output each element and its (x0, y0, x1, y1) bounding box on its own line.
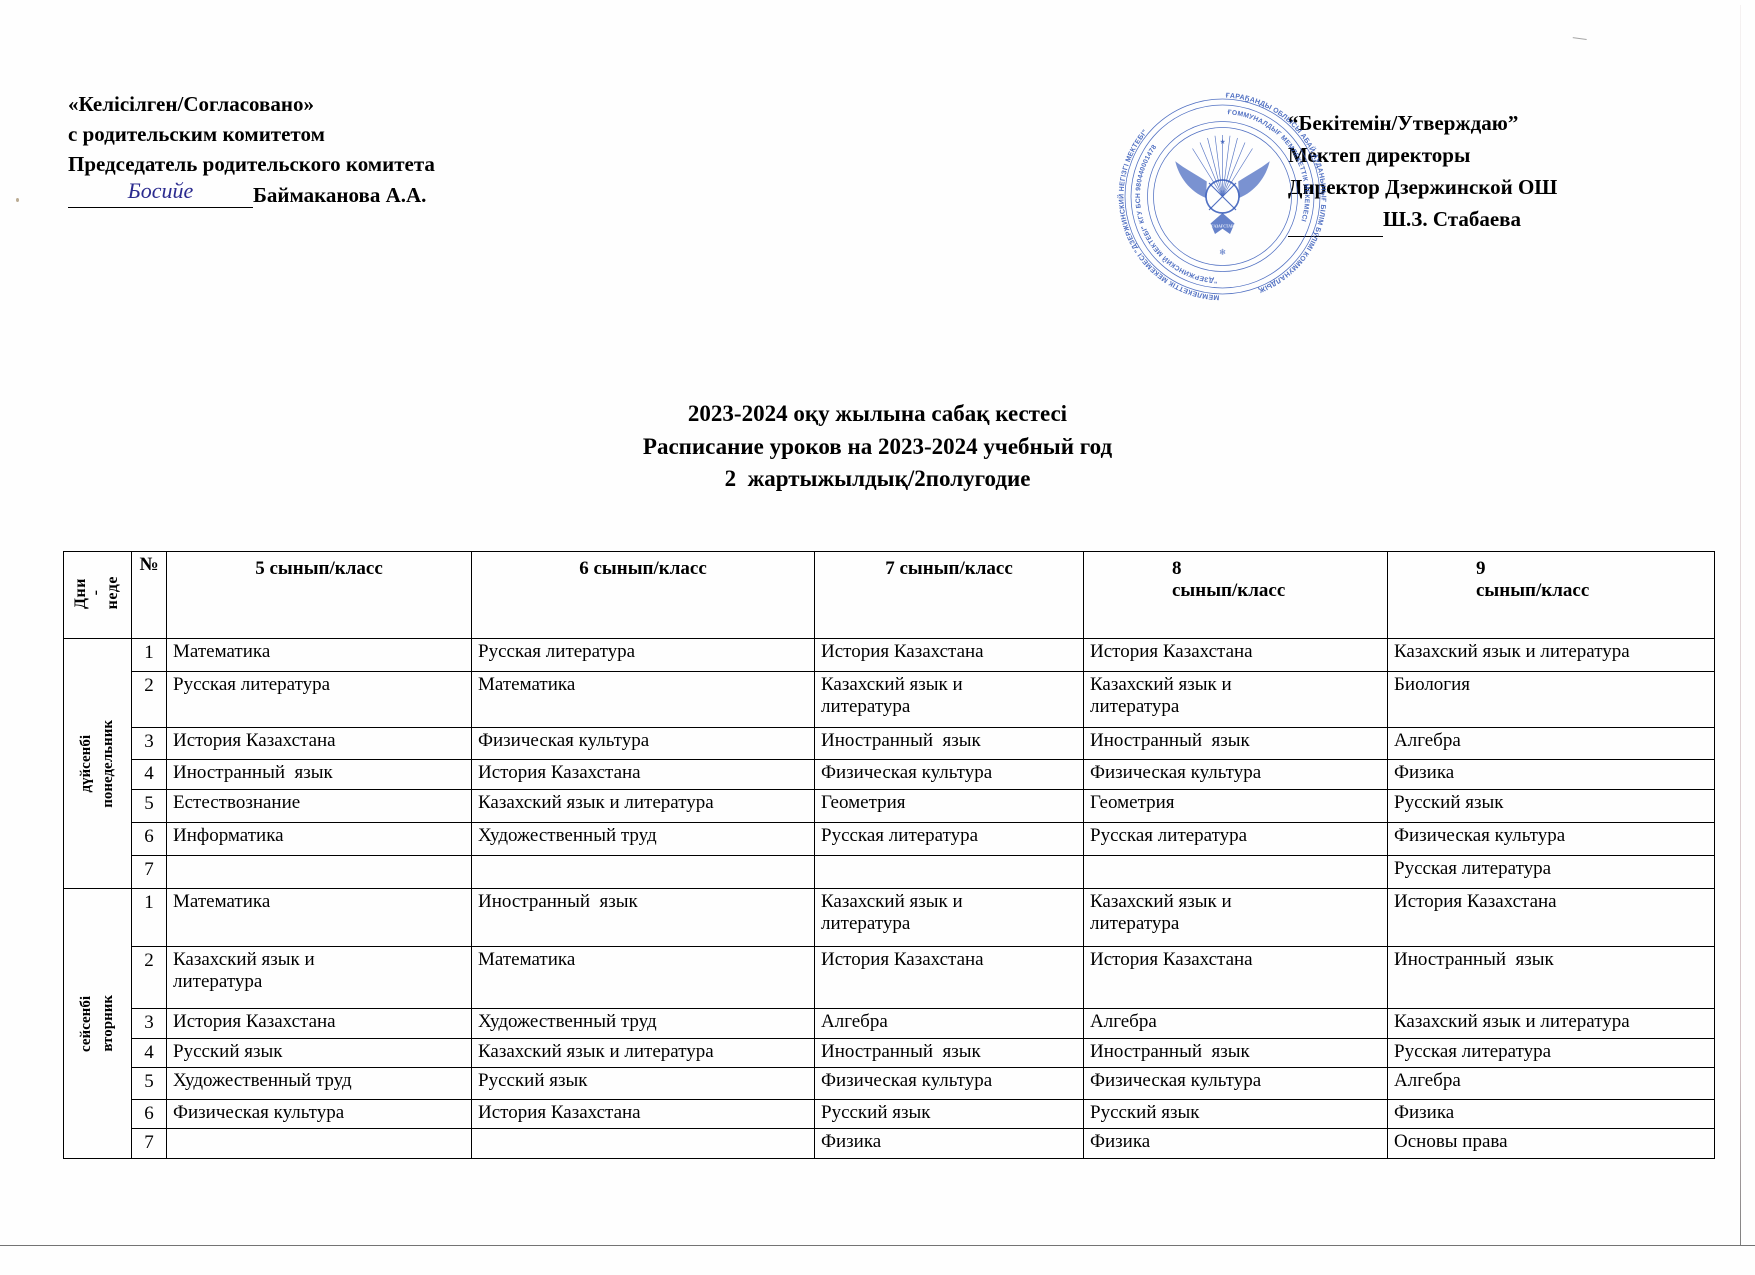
svg-text:★: ★ (1219, 138, 1225, 146)
svg-text:❄: ❄ (1219, 248, 1226, 257)
svg-text:ҒАЗАҒСТАН: ҒАЗАҒСТАН (1211, 224, 1234, 228)
